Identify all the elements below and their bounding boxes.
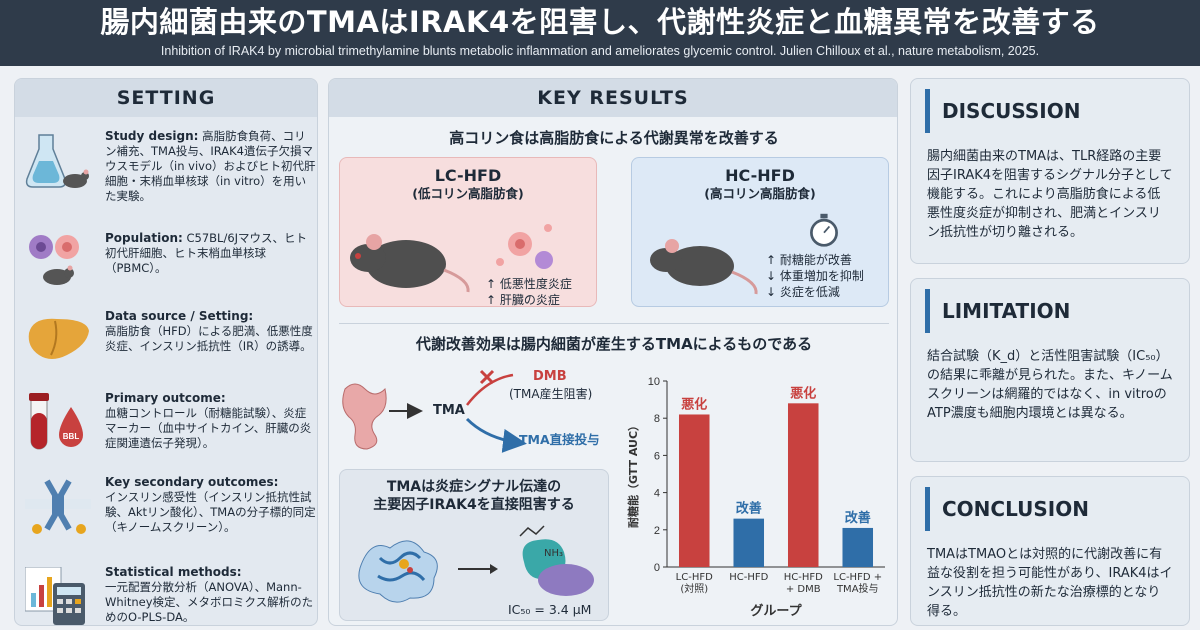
setting-label: Key secondary outcomes: (105, 475, 279, 489)
conclusion-text: TMAはTMAOとは対照的に代謝改善に有益な役割を担う可能性があり、IRAK4は… (927, 547, 1173, 619)
liver-icon (28, 318, 89, 359)
divider (339, 323, 889, 324)
citation: Inhibition of IRAK4 by microbial trimeth… (160, 44, 1040, 58)
header: 腸内細菌由来のTMAはIRAK4を阻害し、代謝性炎症と血糖異常を改善する Inh… (0, 0, 1200, 66)
lc-subtitle: (低コリン高脂肪食) (412, 186, 524, 201)
x-tick-label: TMA投与 (836, 582, 879, 595)
conclusion-heading: CONCLUSION (925, 487, 1189, 531)
setting-text: 高脂肪食負荷、コリン補充、TMA投与、IRAK4遺伝子欠損マウスモデル（in v… (105, 129, 316, 203)
flow-direct: TMA直接投与 (519, 432, 600, 447)
setting-text: 一元配置分散分析（ANOVA）、Mann-Whitney検定、メタボロミクス解析… (105, 580, 314, 624)
lc-hfd-box: LC-HFD (低コリン高脂肪食) ↑ 低悪性度炎症 ↑ 肝臓の炎症 (339, 157, 597, 307)
setting-text: 血糖コントロール（耐糖能試験）、炎症マーカー（血中サイトカイン、肝臓の炎症関連遺… (105, 406, 312, 450)
bar-label: 悪化 (790, 385, 816, 401)
discussion-text: 腸内細菌由来のTMAは、TLR経路の主要因子IRAK4を阻害するシグナル分子とし… (927, 149, 1173, 240)
key-results-heading: KEY RESULTS (329, 79, 897, 117)
limitation-text: 結合試験（K_d）と活性阻害試験（IC₅₀）の結果に乖離が見られた。また、キノー… (927, 349, 1173, 421)
x-axis-label: グループ (750, 603, 802, 619)
irak4-box: TMAは炎症シグナル伝達の 主要因子IRAK4を直接阻害する NH₃ IC₅₀ … (339, 469, 609, 621)
hc-effect-2: ↓ 体重増加を抑制 (766, 269, 864, 283)
setting-label: Primary outcome: (105, 391, 226, 405)
x-tick-label: (対照) (680, 582, 708, 595)
y-tick-label: 4 (654, 488, 660, 500)
mouse-icon (350, 234, 470, 293)
bar-label: 改善 (736, 501, 762, 517)
discussion-panel: DISCUSSION 腸内細菌由来のTMAは、TLR経路の主要因子IRAK4を阻… (910, 78, 1190, 264)
flask-mouse-icon (25, 134, 89, 188)
hc-subtitle: (高コリン高脂肪食) (704, 186, 816, 201)
lc-effect-1: ↑ 低悪性度炎症 (486, 277, 572, 291)
x-tick-label: HC-HFD (729, 572, 768, 583)
page-title: 腸内細菌由来のTMAはIRAK4を阻害し、代謝性炎症と血糖異常を改善する (100, 5, 1100, 39)
setting-text: C57BL/6Jマウス、ヒト初代肝細胞、ヒト末梢血単核球（PBMC）。 (105, 231, 308, 275)
x-tick-label: LC-HFD (676, 572, 713, 583)
y-axis-label: 耐糖能（GTT AUC） (626, 420, 640, 528)
stopwatch-icon (810, 213, 838, 247)
setting-text: インスリン感受性（インスリン抵抗性試験、Aktリン酸化）、TMAの分子標的同定（… (105, 490, 316, 534)
setting-heading: SETTING (15, 79, 317, 117)
x-tick-label: + DMB (786, 584, 821, 595)
cells-mouse-icon (29, 235, 79, 285)
y-tick-label: 2 (654, 525, 660, 537)
bar (733, 518, 765, 567)
hc-effect-1: ↑ 耐糖能が改善 (766, 253, 852, 267)
setting-panel: SETTING Study design: 高脂肪食負荷、コリン補充、TMA投与… (14, 78, 318, 626)
mouse-icon (650, 239, 758, 295)
flow-dmb: DMB (533, 369, 567, 384)
section3-title-line1: TMAは炎症シグナル伝達の (386, 479, 562, 495)
protein-structure-icon (358, 540, 438, 603)
y-tick-label: 6 (654, 450, 660, 462)
molecule-binding-icon (519, 525, 594, 596)
arrow-icon (458, 564, 498, 574)
molecule-label: NH₃ (544, 548, 564, 559)
y-tick-label: 8 (654, 413, 660, 425)
ic50-value: IC₅₀ = 3.4 μM (508, 602, 592, 617)
section1-title: 高コリン食は高脂肪食による代謝異常を改善する (449, 129, 779, 147)
calculator-chart-icon (25, 567, 85, 625)
flow-dmb-sub: (TMA産生阻害) (509, 387, 593, 401)
bar-label: 悪化 (681, 396, 707, 412)
conclusion-panel: CONCLUSION TMAはTMAOとは対照的に代謝改善に有益な役割を担う可能… (910, 476, 1190, 626)
tma-flow-diagram (342, 369, 527, 453)
lc-title: LC-HFD (434, 166, 502, 185)
drop-label: BBL (63, 432, 80, 441)
x-tick-label: HC-HFD (784, 572, 823, 583)
setting-text: 高脂肪食（HFD）による肥満、低悪性度炎症、インスリン抵抗性（IR）の誘導。 (105, 324, 313, 353)
limitation-panel: LIMITATION 結合試験（K_d）と活性阻害試験（IC₅₀）の結果に乖離が… (910, 278, 1190, 462)
y-tick-label: 10 (648, 376, 660, 388)
flow-tma: TMA (433, 403, 465, 418)
setting-label: Statistical methods: (105, 565, 242, 579)
setting-label: Data source / Setting: (105, 309, 254, 323)
lc-effect-2: ↑ 肝臓の炎症 (486, 293, 560, 307)
bar (787, 403, 819, 567)
discussion-heading: DISCUSSION (925, 89, 1189, 133)
hc-effect-3: ↓ 炎症を低減 (766, 285, 840, 299)
y-tick-label: 0 (654, 562, 660, 574)
inflammation-cells-icon (496, 224, 553, 269)
setting-label: Study design: (105, 129, 199, 143)
limitation-heading: LIMITATION (925, 289, 1189, 333)
section3-title-line2: 主要因子IRAK4を直接阻害する (373, 497, 575, 513)
setting-label: Population: (105, 231, 183, 245)
blood-tube-icon: BBL (29, 393, 83, 450)
hc-hfd-box: HC-HFD (高コリン高脂肪食) ↑ 耐糖能が改善 ↓ 体重増加を抑制 ↓ 炎… (631, 157, 889, 307)
bar (678, 414, 710, 567)
x-tick-label: LC-HFD + (833, 572, 882, 583)
bar (842, 527, 874, 567)
receptor-icon (25, 479, 91, 534)
key-results-panel: KEY RESULTS 高コリン食は高脂肪食による代謝異常を改善する LC-HF… (328, 78, 898, 626)
section2-title: 代謝改善効果は腸内細菌が産生するTMAによるものである (415, 335, 813, 353)
hc-title: HC-HFD (725, 166, 795, 185)
bar-label: 改善 (845, 510, 871, 526)
